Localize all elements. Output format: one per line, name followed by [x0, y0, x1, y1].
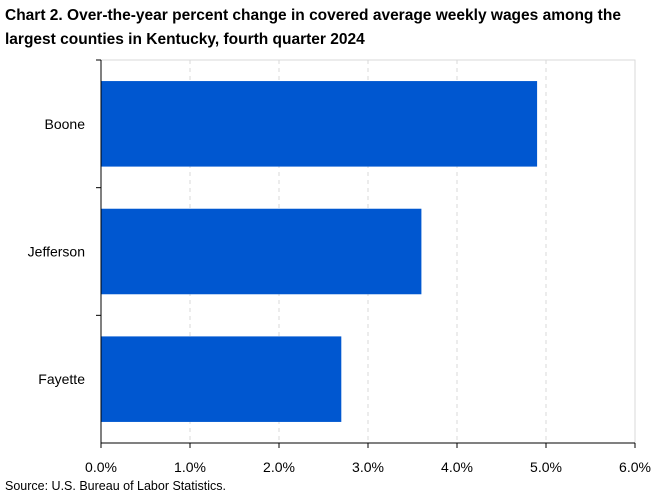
x-tick-label: 2.0%: [263, 459, 295, 475]
bar-boone: [101, 81, 538, 167]
category-label: Boone: [45, 116, 86, 132]
x-tick-label: 0.0%: [85, 459, 117, 475]
x-tick-label: 6.0%: [619, 459, 651, 475]
x-tick-label: 3.0%: [352, 459, 384, 475]
x-tick-label: 5.0%: [530, 459, 562, 475]
category-label: Jefferson: [28, 244, 85, 260]
x-axis-ticks: 0.0% 1.0% 2.0% 3.0% 4.0% 5.0% 6.0%: [85, 443, 651, 475]
bars: [101, 81, 538, 422]
chart-title: Chart 2. Over-the-year percent change in…: [5, 7, 621, 48]
bar-jefferson: [101, 208, 422, 295]
x-tick-label: 1.0%: [174, 459, 206, 475]
y-axis-categories: Boone Jefferson Fayette: [28, 59, 101, 387]
bar-fayette: [101, 336, 342, 422]
x-tick-label: 4.0%: [441, 459, 473, 475]
source-note: Source: U.S. Bureau of Labor Statistics.: [5, 479, 226, 493]
category-label: Fayette: [38, 371, 85, 387]
